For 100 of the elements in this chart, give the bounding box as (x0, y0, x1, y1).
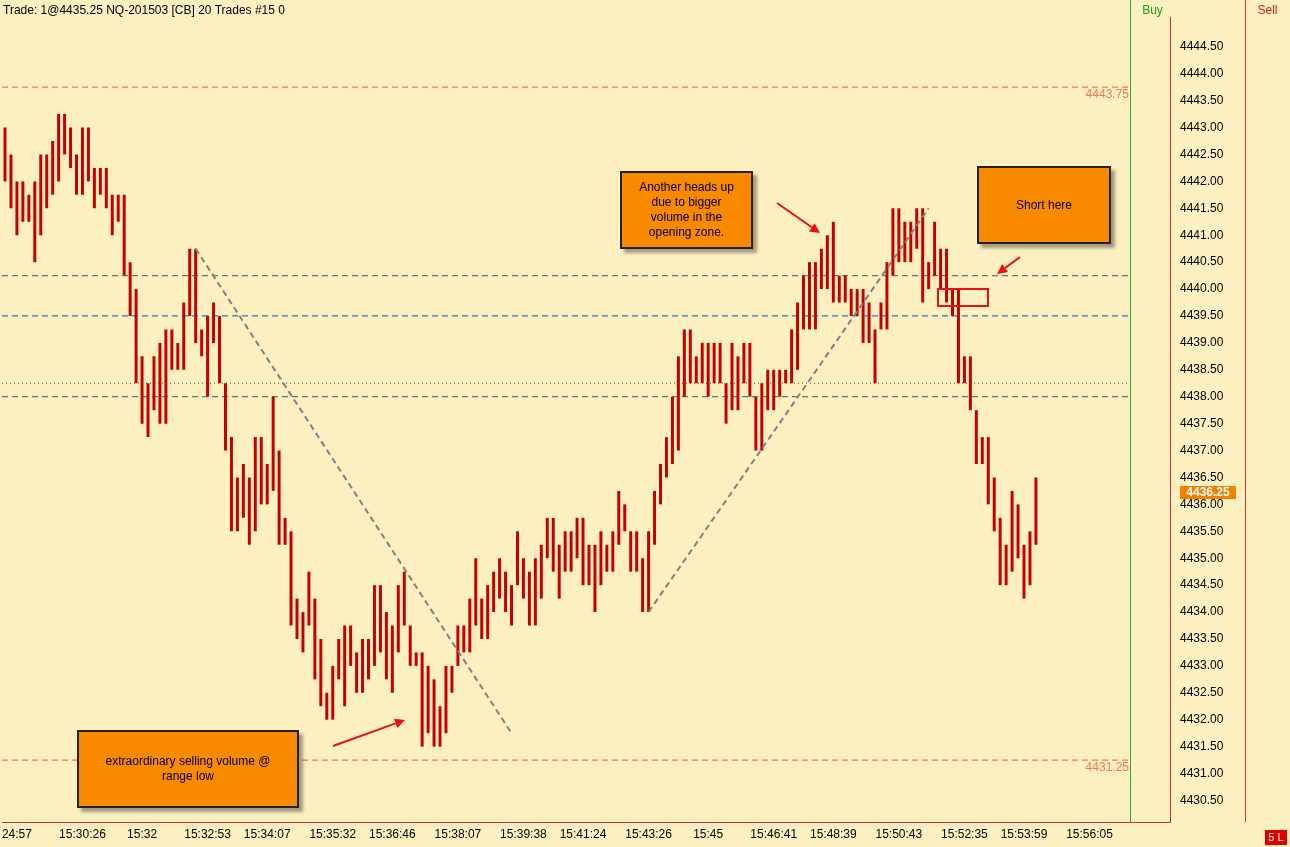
bar (51, 141, 55, 195)
bar (545, 517, 549, 559)
x-tick-label: 15:35:32 (309, 826, 357, 841)
x-tick-label: 15:36:46 (368, 826, 417, 841)
y-tick-label: 4439.50 (1180, 308, 1224, 323)
bar (772, 369, 776, 411)
bar (331, 665, 335, 720)
bar (992, 477, 996, 532)
bar (849, 289, 853, 316)
annotation: Buy (1141, 3, 1164, 17)
bar (218, 315, 222, 384)
bar (396, 585, 400, 653)
bar (659, 464, 662, 505)
x-tick-label: 15:56:05 (1066, 826, 1114, 841)
ref-line-label: 4431.25 (1085, 760, 1130, 775)
bar (343, 625, 347, 707)
y-tick-label: 4438.00 (1180, 389, 1224, 404)
y-tick-label: 4443.00 (1180, 119, 1224, 134)
bar (80, 127, 84, 195)
bar (253, 437, 257, 532)
bar (122, 194, 126, 276)
bar (962, 356, 966, 384)
y-tick-label: 4444.50 (1180, 39, 1224, 54)
bar (164, 329, 168, 424)
bar (867, 302, 871, 343)
bar (158, 342, 162, 424)
bar (760, 383, 764, 451)
y-tick-label: 4437.50 (1180, 415, 1224, 430)
bar (176, 342, 180, 370)
x-tick-label: 15:34:07 (243, 826, 291, 841)
bar (75, 154, 78, 195)
bar (939, 248, 943, 290)
callout-box: Short here (977, 166, 1111, 244)
bar (527, 571, 531, 626)
bar (367, 638, 370, 680)
text: 4436.25 (1180, 485, 1236, 499)
bar (533, 558, 537, 626)
bar (682, 329, 686, 397)
bar (641, 558, 645, 613)
bar (349, 625, 353, 666)
bar (903, 221, 907, 263)
bar (647, 531, 651, 613)
bar (766, 369, 770, 411)
x-tick-label: 15:32:53 (184, 826, 232, 841)
bar (718, 342, 722, 384)
y-tick-label: 4433.50 (1180, 631, 1224, 646)
bar (86, 127, 90, 182)
bar (861, 289, 865, 343)
bar (241, 464, 245, 518)
bar (140, 356, 144, 424)
bar (92, 167, 96, 209)
bar (837, 275, 841, 303)
bar (116, 194, 120, 222)
bar (265, 464, 269, 505)
bar (504, 571, 508, 613)
y-tick-label: 4440.00 (1180, 281, 1224, 296)
bar (515, 531, 519, 586)
bar (700, 342, 704, 384)
bar (355, 652, 359, 693)
bar (688, 329, 692, 384)
bar (724, 383, 728, 424)
bar (492, 571, 496, 613)
bar (670, 396, 674, 465)
text: 5 L (1265, 830, 1287, 845)
bar (361, 638, 365, 693)
bar (551, 517, 555, 572)
x-tick-label: 15:32 (127, 826, 158, 841)
bar (468, 598, 472, 653)
bar (748, 342, 752, 397)
bar (855, 289, 859, 316)
y-tick-label: 4434.50 (1180, 577, 1224, 592)
bar (313, 598, 317, 680)
y-tick-label: 4441.00 (1180, 227, 1224, 242)
bar (45, 154, 49, 209)
bar (486, 585, 490, 639)
callout-box: Another heads up due to bigger volume in the opening zone. (620, 171, 753, 249)
bar (128, 262, 132, 316)
y-tick-label: 4435.50 (1180, 523, 1224, 538)
bar (813, 262, 817, 330)
bar (778, 369, 782, 397)
bar (706, 342, 710, 397)
bar (39, 154, 43, 236)
bar (426, 665, 430, 734)
bar (1010, 490, 1014, 572)
x-tick-label: 15:48:39 (809, 826, 857, 841)
y-tick-label: 4441.50 (1180, 200, 1224, 215)
bar (480, 598, 484, 639)
bar (927, 262, 931, 290)
y-tick-label: 4437.00 (1180, 442, 1224, 457)
bar (510, 585, 514, 626)
x-tick-label: 15:50:43 (875, 826, 923, 841)
bar (617, 490, 621, 545)
bar (402, 571, 406, 626)
x-tick-label: 24:57 (1, 826, 33, 841)
bar (27, 194, 31, 222)
bar (623, 504, 627, 532)
bar (33, 181, 37, 263)
bar (915, 208, 919, 249)
ref-line-label: 4443.75 (1085, 87, 1130, 102)
bar (319, 638, 323, 707)
